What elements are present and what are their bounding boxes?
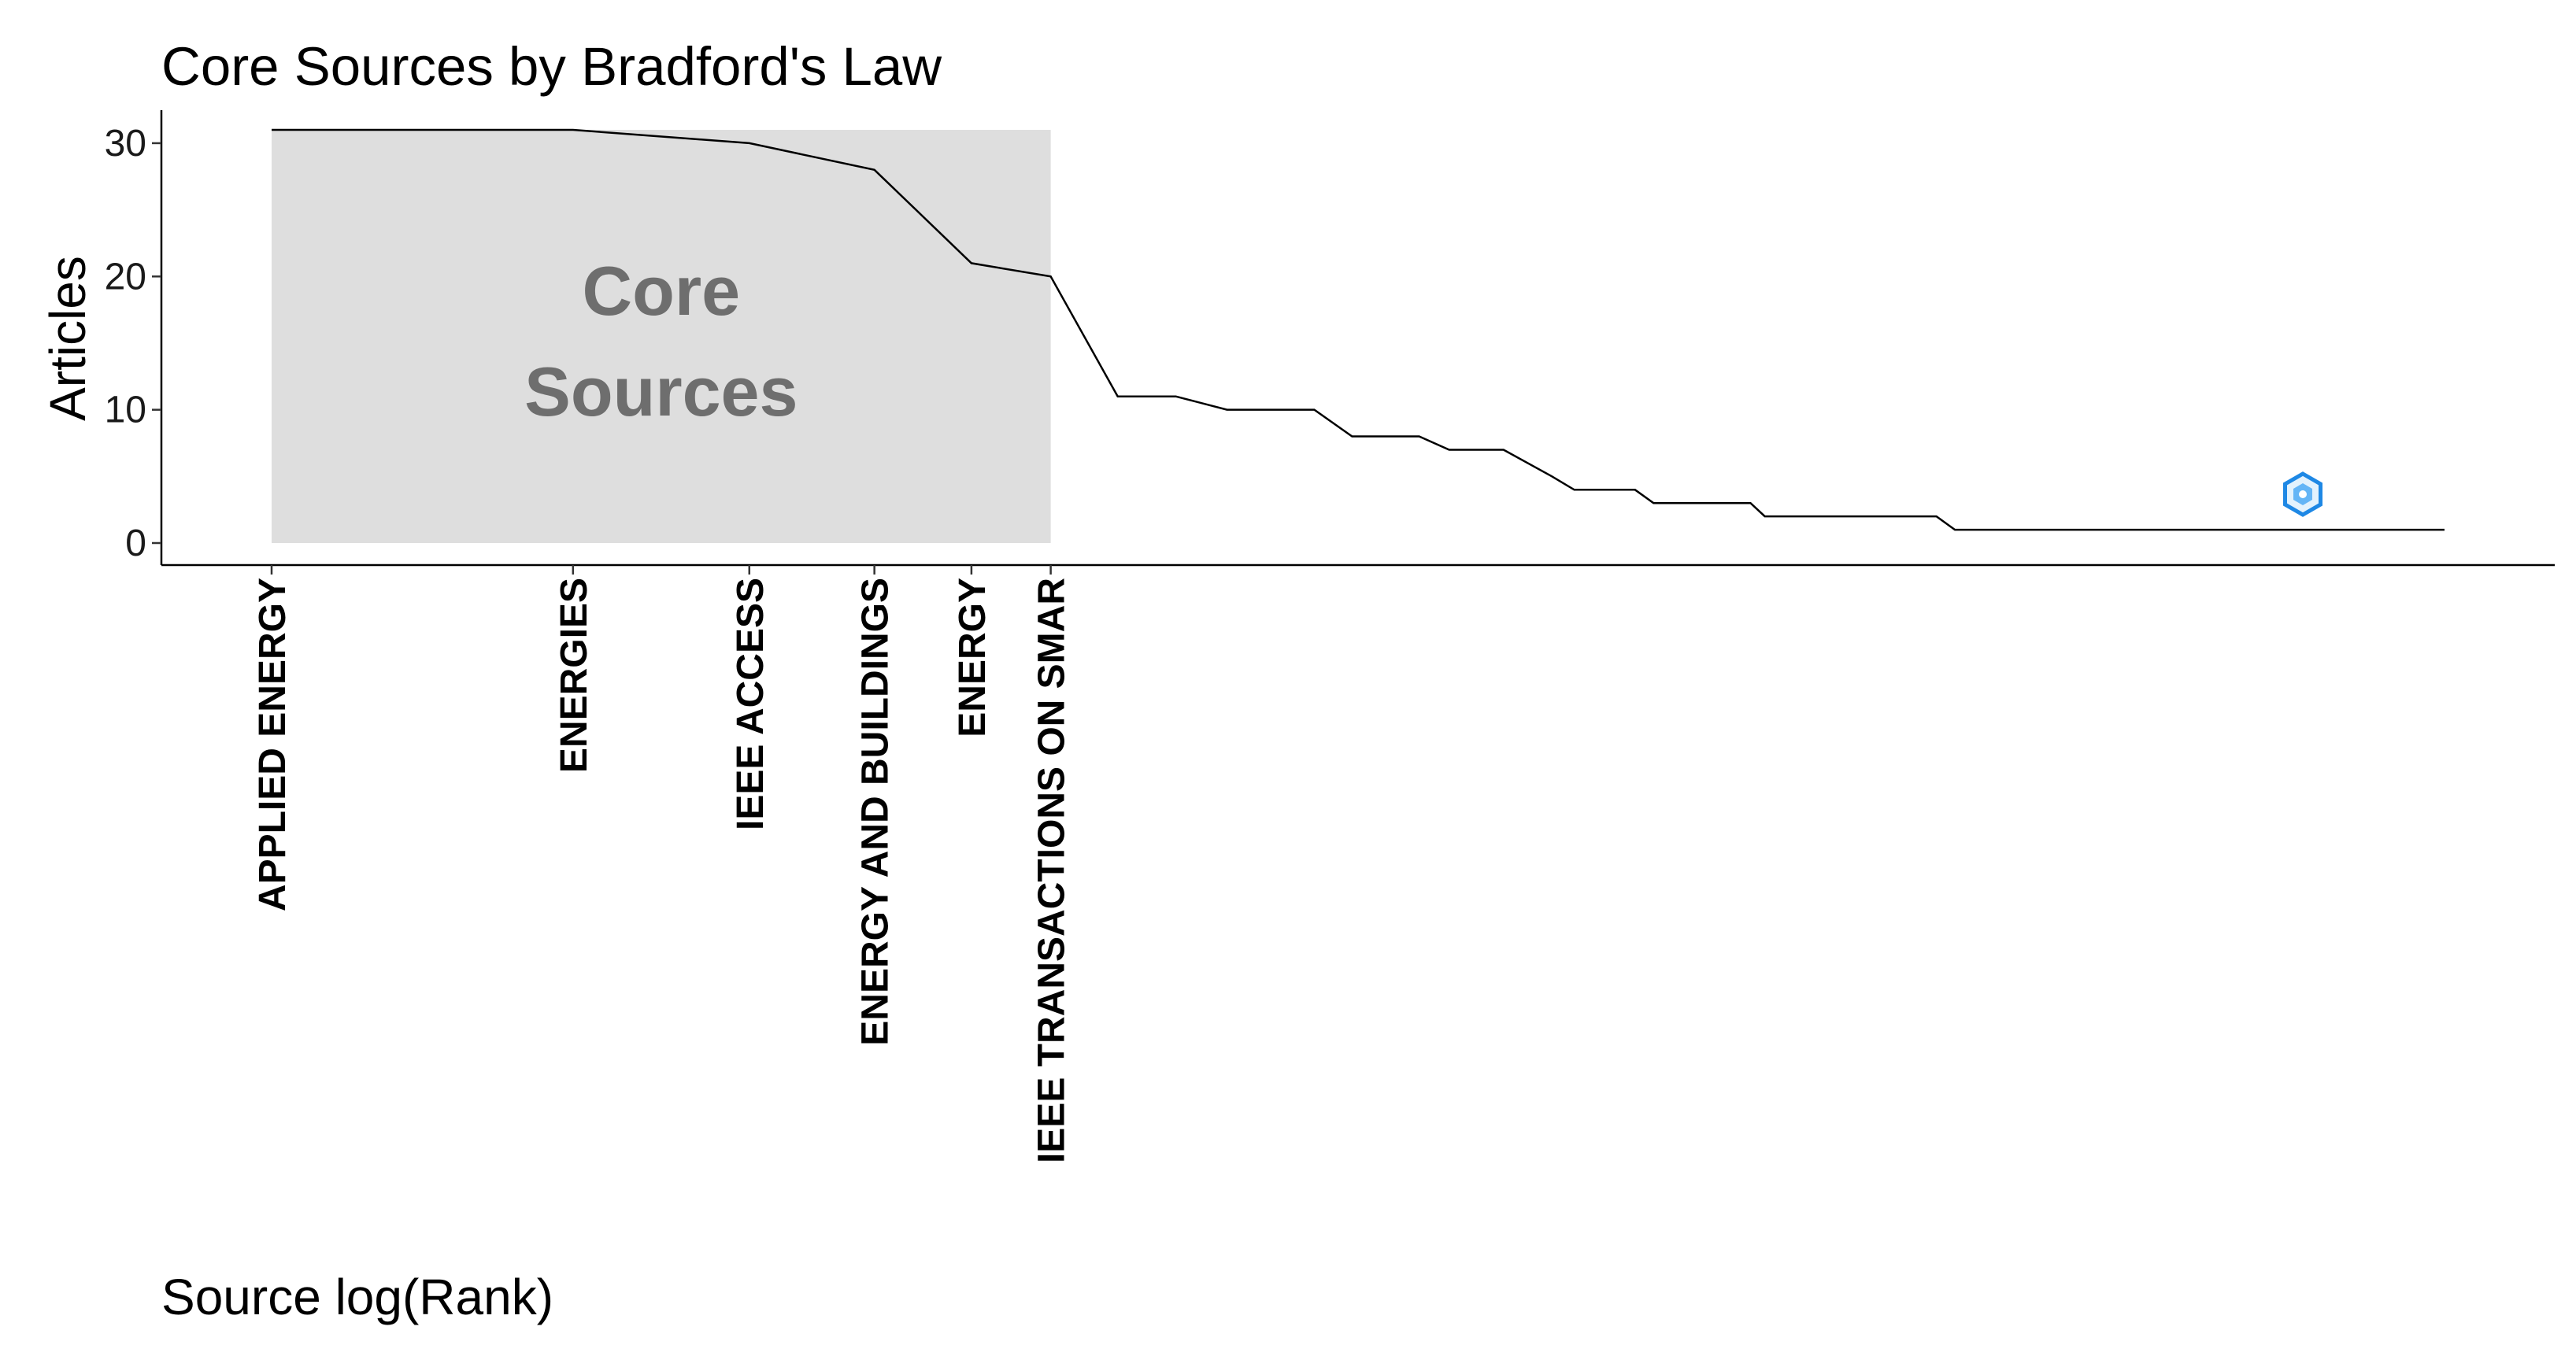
x-tick-label: IEEE ACCESS: [730, 578, 772, 830]
y-axis-ticks: 0 10 20 30: [105, 123, 161, 564]
x-axis-title: Source log(Rank): [161, 1269, 553, 1325]
core-sources-label-line-2: Sources: [524, 353, 798, 430]
core-sources-label-line-1: Core: [583, 252, 741, 330]
x-axis-ticks: APPLIED ENERGY ENERGIES IEEE ACCESS ENERGY …: [252, 565, 1073, 1163]
x-tick-label: ENERGY: [952, 578, 994, 737]
x-tick-label: ENERGIES: [553, 578, 595, 773]
badge-logo-icon: [2283, 471, 2322, 517]
y-axis-title: Articles: [39, 256, 96, 421]
chart-title: Core Sources by Bradford's Law: [161, 36, 942, 97]
core-sources-region: [272, 130, 1051, 543]
x-tick-label: ENERGY AND BUILDINGS: [855, 578, 897, 1046]
x-tick-label: APPLIED ENERGY: [252, 578, 294, 911]
y-tick-label: 10: [105, 390, 146, 431]
series-line: [272, 128, 2445, 531]
y-tick-label: 0: [125, 523, 146, 564]
series-layer: [272, 128, 2445, 531]
y-tick-label: 20: [105, 256, 146, 297]
x-tick-label: IEEE TRANSACTIONS ON SMAR: [1031, 578, 1073, 1163]
y-tick-label: 30: [105, 123, 146, 164]
